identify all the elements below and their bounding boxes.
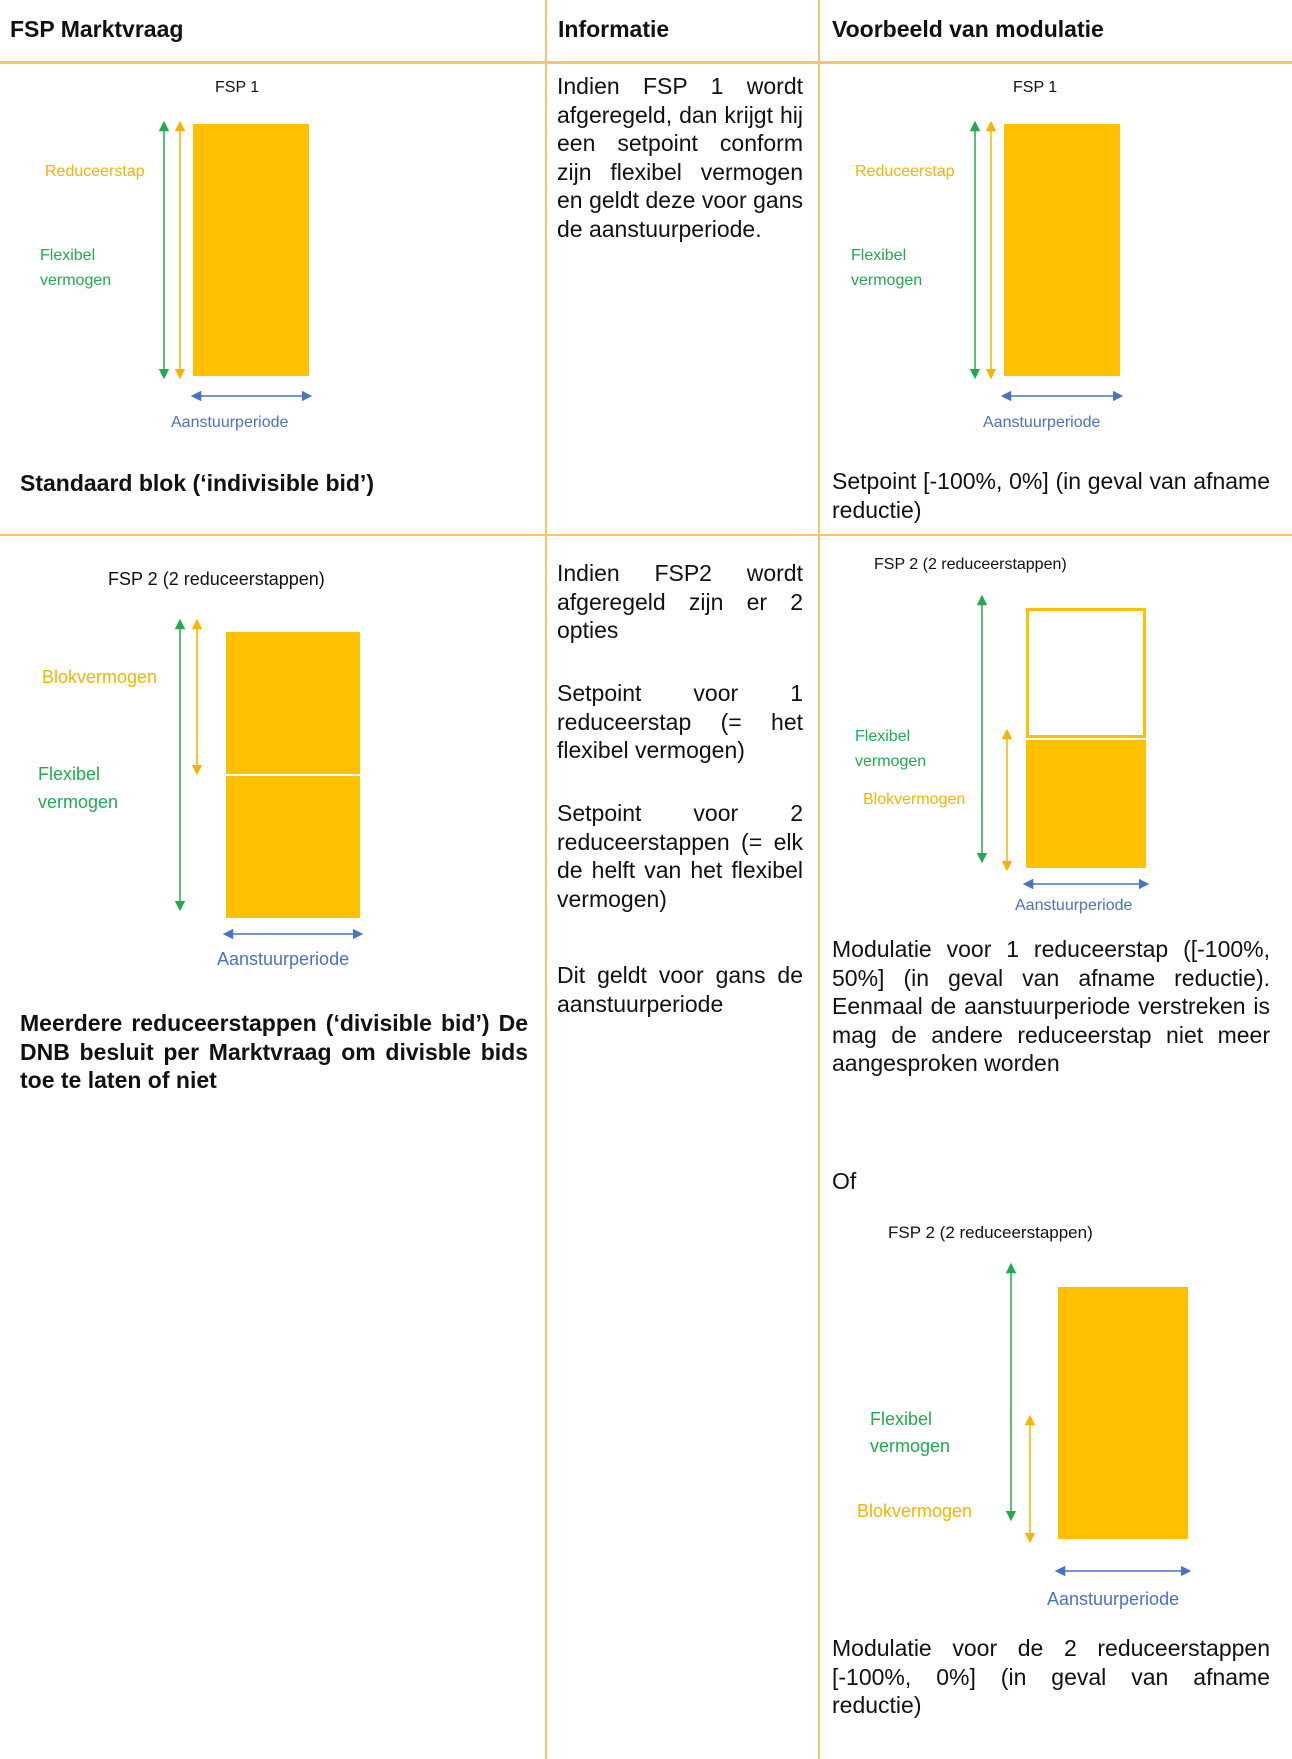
block-step-top: [226, 632, 360, 774]
example2-period-label: Aanstuurperiode: [1047, 1589, 1180, 1609]
example1-title: FSP 2 (2 reduceerstappen): [874, 556, 1067, 573]
period-label: Aanstuurperiode: [217, 949, 350, 969]
flex-label-line1: Flexibel: [38, 764, 101, 784]
header-voorbeeld: Voorbeeld van modulatie: [832, 16, 1104, 42]
example1-flex-label-line2: vermogen: [855, 753, 927, 770]
example-flex-label-line1: Flexibel: [851, 247, 907, 264]
diagram-title: FSP 1: [215, 79, 260, 96]
header-fsp-marktvraag: FSP Marktvraag: [10, 16, 184, 42]
row1-info: Indien FSP 1 wordt afgeregeld, dan krijg…: [557, 73, 803, 242]
block-step-bottom: [226, 776, 360, 918]
diagram-title: FSP 2 (2 reduceerstappen): [108, 569, 325, 589]
block-label: Blokvermogen: [42, 667, 158, 687]
active-step-rect: [1026, 740, 1146, 868]
or-text: Of: [832, 1168, 857, 1194]
row2-info-4: Dit geldt voor gans de aanstuurperiode: [557, 962, 803, 1017]
example2-block-label: Blokvermogen: [857, 1501, 973, 1521]
column-divider: [818, 0, 820, 1759]
example-flex-label-line2: vermogen: [851, 272, 923, 289]
row-divider: [0, 534, 1292, 536]
column-divider: [545, 0, 547, 1759]
row2-info-2: Setpoint voor 1 reduceerstap (= het flex…: [557, 680, 803, 764]
example2-flex-label-line1: Flexibel: [870, 1409, 933, 1429]
header-informatie: Informatie: [558, 16, 670, 42]
header-divider: [0, 61, 1292, 64]
flex-label-line1: Flexibel: [40, 247, 96, 264]
example1-period-label: Aanstuurperiode: [1015, 897, 1133, 914]
row2-info-3: Setpoint voor 2 reduceerstappen (= elk d…: [557, 800, 803, 912]
flex-label-line2: vermogen: [40, 272, 112, 289]
row2-caption: Meerdere reduceerstappen (‘divisible bid…: [20, 1010, 528, 1094]
example-title: FSP 1: [1013, 79, 1058, 96]
example2-flex-label-line2: vermogen: [870, 1436, 951, 1456]
example-period-label: Aanstuurperiode: [983, 414, 1101, 431]
block-rect: [193, 124, 309, 376]
row1-caption: Standaard blok (‘indivisible bid’): [20, 470, 374, 496]
row1-example-caption: Setpoint [-100%, 0%] (in geval van afnam…: [832, 468, 1270, 523]
period-label: Aanstuurperiode: [171, 414, 289, 431]
example-reduce-label: Reduceerstap: [855, 163, 955, 180]
example1-block-label: Blokvermogen: [863, 791, 966, 808]
row2-example2-caption: Modulatie voor de 2 reduceerstappen [-10…: [832, 1635, 1270, 1719]
row2-example1-caption: Modulatie voor 1 reduceerstap ([-100%, 5…: [832, 936, 1270, 1077]
empty-step-rect: [1026, 608, 1146, 738]
row2-info-1: Indien FSP2 wordt afgeregeld zijn er 2 o…: [557, 560, 803, 644]
example2-block-rect: [1058, 1287, 1188, 1539]
flex-label-line2: vermogen: [38, 792, 119, 812]
example1-flex-label-line1: Flexibel: [855, 728, 911, 745]
example2-title: FSP 2 (2 reduceerstappen): [888, 1223, 1093, 1242]
example-block-rect: [1004, 124, 1120, 376]
reduce-label: Reduceerstap: [45, 163, 145, 180]
